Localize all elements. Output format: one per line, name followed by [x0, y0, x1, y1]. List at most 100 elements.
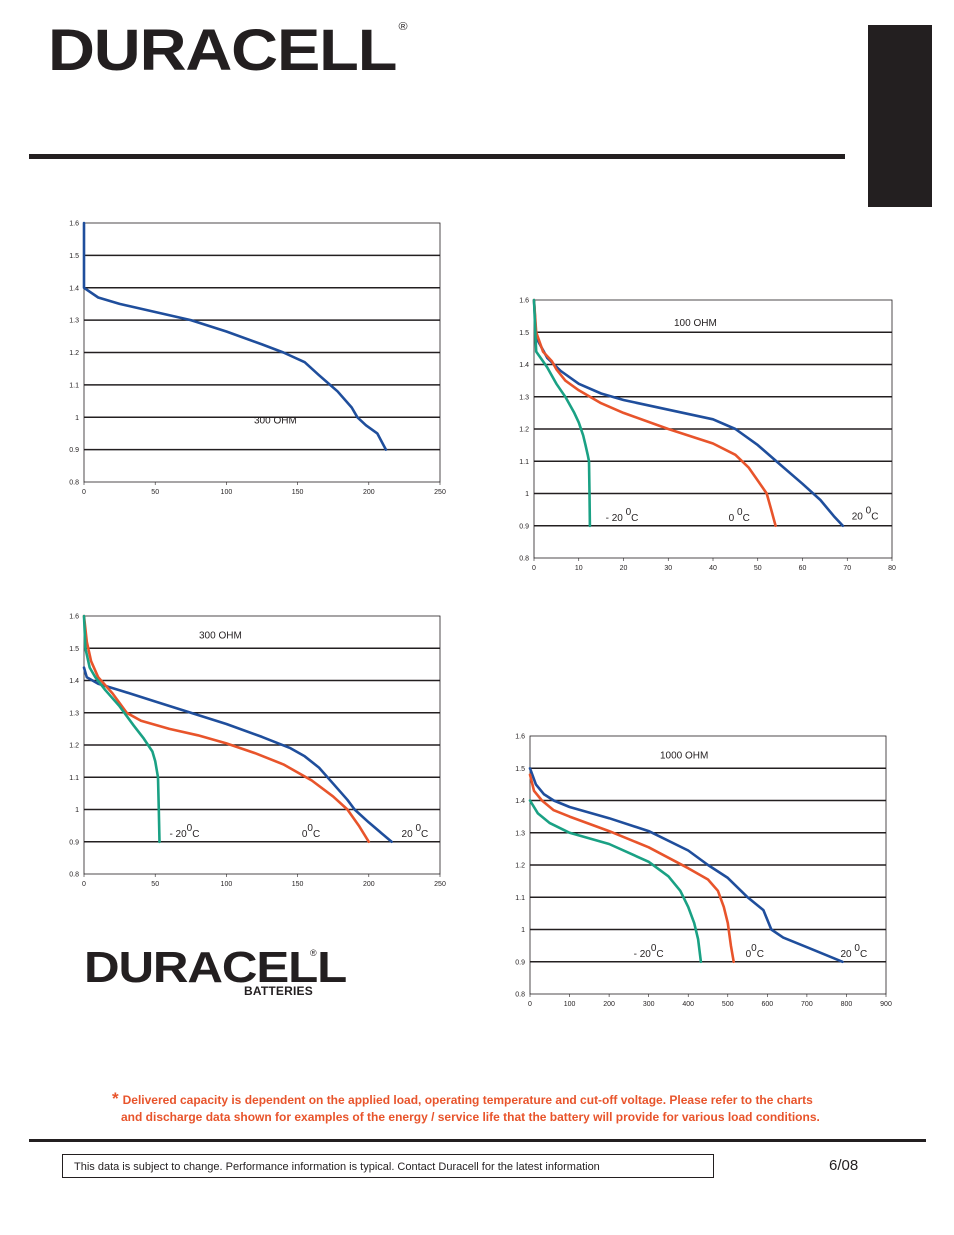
footnote-asterisk: * [112, 1089, 119, 1108]
y-tick-label: 1.5 [69, 646, 79, 653]
y-tick-label: 0.8 [69, 480, 79, 487]
y-tick-label: 0.9 [69, 447, 79, 454]
x-tick-label: 0 [82, 881, 86, 888]
x-tick-label: 200 [363, 489, 375, 496]
section-tab-block [868, 25, 932, 207]
series-line [528, 799, 703, 964]
x-tick-label: 100 [564, 1001, 576, 1008]
x-tick-label: 0 [532, 565, 536, 572]
temperature-label: 20 0C [852, 505, 879, 522]
chart-svg: 0.8 0.9 1 1.1 1.2 1.3 1.4 1.5 1.6 0 10 20 30 40 50 60 70… [519, 298, 896, 573]
x-tick-label: 200 [603, 1001, 615, 1008]
duracell-logo: DURACELL ® [48, 21, 408, 80]
temperature-label: - 20 0C [606, 507, 639, 524]
revision-date: 6/08 [829, 1157, 859, 1174]
x-tick-label: 100 [221, 881, 233, 888]
y-tick-label: 1.3 [69, 710, 79, 717]
x-tick-label: 30 [664, 565, 672, 572]
x-tick-label: 900 [880, 1001, 892, 1008]
series-line [532, 298, 777, 528]
load-annotation: 300 OHM [254, 416, 297, 427]
series-line [82, 666, 393, 844]
registered-mark: ® [310, 948, 317, 958]
discharge-chart-300-ohm-single: 0.8 0.9 1 1.1 1.2 1.3 1.4 1.5 1.6 0 50 100 150 200 250… [58, 215, 458, 505]
chart-svg: 0.8 0.9 1 1.1 1.2 1.3 1.4 1.5 1.6 0 50 100 150 200 250… [69, 614, 446, 889]
y-tick-label: 1.1 [519, 459, 529, 466]
y-tick-label: 1.2 [519, 427, 529, 434]
logo-subtitle: BATTERIES [244, 984, 313, 998]
discharge-chart-1000-ohm: 0.8 0.9 1 1.1 1.2 1.3 1.4 1.5 1.6 0 100 200 300 400 50… [504, 728, 904, 1018]
y-tick-label: 1.5 [69, 253, 79, 260]
series-line [532, 298, 592, 528]
x-tick-label: 800 [841, 1001, 853, 1008]
temperature-label: - 200C [634, 943, 664, 960]
temperature-label: 00C [746, 943, 764, 960]
plot-frame [529, 735, 887, 995]
y-tick-label: 1.4 [69, 285, 79, 292]
x-tick-label: 0 [528, 1001, 532, 1008]
y-tick-label: 1.2 [515, 863, 525, 870]
series-line [528, 767, 844, 964]
x-tick-label: 250 [434, 881, 446, 888]
y-tick-label: 1.1 [69, 382, 79, 389]
logo-wordmark: DURACELL [84, 943, 347, 992]
chart-svg: 0.8 0.9 1 1.1 1.2 1.3 1.4 1.5 1.6 0 50 100 150 200 250… [69, 221, 446, 497]
y-tick-label: 1.2 [69, 743, 79, 750]
x-tick-label: 80 [888, 565, 896, 572]
logo-wordmark: DURACELL [48, 18, 397, 83]
plot-frame [83, 222, 441, 483]
x-tick-label: 10 [575, 565, 583, 572]
x-tick-label: 20 [620, 565, 628, 572]
footer-divider [29, 1139, 926, 1142]
temperature-label: 00C [302, 823, 320, 840]
x-tick-label: 60 [799, 565, 807, 572]
series-line [532, 298, 845, 528]
y-tick-label: 1.4 [69, 678, 79, 685]
x-tick-label: 150 [292, 489, 304, 496]
y-tick-label: 0.9 [69, 839, 79, 846]
disclaimer-box: This data is subject to change. Performa… [62, 1154, 714, 1178]
header-divider [29, 154, 845, 159]
series-line [528, 773, 735, 964]
temperature-label: 0 0C [729, 507, 750, 524]
footnote-line-1: Delivered capacity is dependent on the a… [122, 1093, 813, 1107]
x-tick-label: 50 [754, 565, 762, 572]
y-tick-label: 1.6 [519, 298, 529, 305]
temperature-label: 20 0C [841, 943, 868, 960]
y-tick-label: 1.5 [515, 766, 525, 773]
y-tick-label: 1.1 [515, 895, 525, 902]
y-tick-label: 0.8 [519, 556, 529, 563]
x-tick-label: 300 [643, 1001, 655, 1008]
y-tick-label: 1.4 [519, 362, 529, 369]
series-line [82, 221, 388, 451]
x-tick-label: 600 [761, 1001, 773, 1008]
load-annotation: 100 OHM [674, 318, 717, 329]
chart-svg: 0.8 0.9 1 1.1 1.2 1.3 1.4 1.5 1.6 0 100 200 300 400 50… [515, 734, 892, 1009]
y-tick-label: 1 [75, 807, 79, 814]
x-tick-label: 100 [221, 489, 233, 496]
temperature-label: 20 0C [402, 823, 429, 840]
y-tick-label: 1 [525, 491, 529, 498]
x-tick-label: 50 [151, 489, 159, 496]
discharge-chart-100-ohm: 0.8 0.9 1 1.1 1.2 1.3 1.4 1.5 1.6 0 10 20 30 40 50 60 70… [508, 292, 908, 582]
plot-frame [83, 615, 441, 875]
discharge-chart-300-ohm-temps: 0.8 0.9 1 1.1 1.2 1.3 1.4 1.5 1.6 0 50 100 150 200 250… [58, 608, 458, 898]
y-tick-label: 1.3 [515, 830, 525, 837]
registered-mark: ® [398, 21, 408, 33]
y-tick-label: 1.6 [515, 734, 525, 741]
x-tick-label: 40 [709, 565, 717, 572]
series-line [82, 614, 161, 844]
x-tick-label: 70 [843, 565, 851, 572]
y-tick-label: 1.4 [515, 798, 525, 805]
y-tick-label: 1.1 [69, 775, 79, 782]
temperature-label: - 200C [169, 823, 199, 840]
y-tick-label: 1 [75, 415, 79, 422]
y-tick-label: 1.5 [519, 330, 529, 337]
y-tick-label: 1.6 [69, 221, 79, 228]
series-line [82, 614, 371, 844]
x-tick-label: 150 [292, 881, 304, 888]
x-tick-label: 200 [363, 881, 375, 888]
y-tick-label: 1.3 [519, 394, 529, 401]
x-tick-label: 50 [151, 881, 159, 888]
x-tick-label: 0 [82, 489, 86, 496]
